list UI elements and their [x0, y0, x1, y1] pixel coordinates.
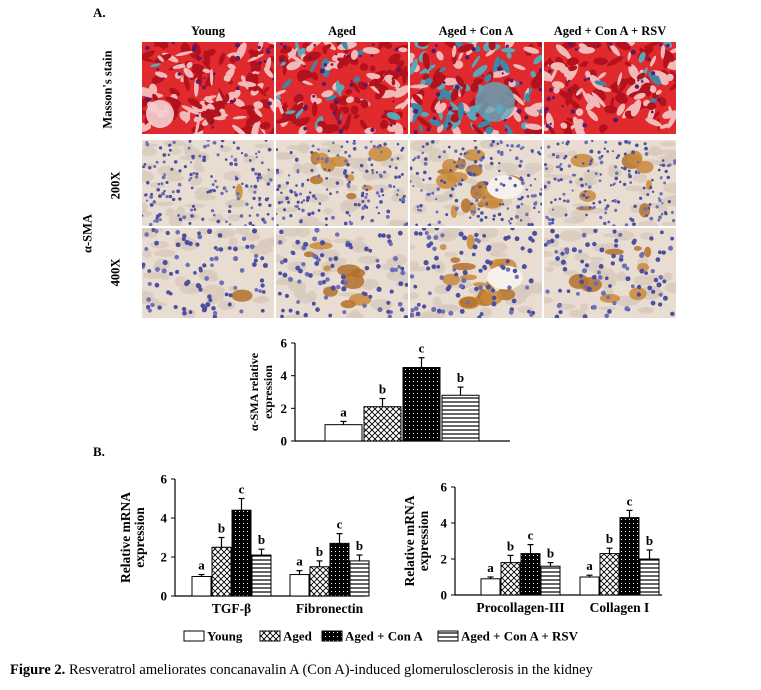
row-head-massons: Masson's stain [100, 50, 115, 129]
y-tick-label: 4 [161, 511, 168, 526]
y-tick-label: 0 [441, 588, 448, 603]
micrograph-asma-200x-aged-cona [410, 140, 542, 226]
y-tick-label: 4 [441, 516, 448, 531]
significance-letter: c [627, 493, 633, 508]
micrograph-massons-aged-cona-rsv [544, 42, 676, 134]
legend-label-2: Aged + Con A [345, 629, 423, 644]
legend-label-0: Young [207, 629, 243, 644]
micrograph-asma-400x-aged [276, 228, 408, 318]
micrograph-asma-400x-young [142, 228, 274, 318]
bar-aged-0 [211, 546, 232, 597]
bar-aged-0 [363, 406, 402, 442]
bar-young-1 [579, 576, 600, 596]
column-head-aged-cona: Aged + Con A [438, 24, 514, 38]
x-category-label: Collagen I [590, 600, 650, 615]
micrograph-asma-200x-aged-cona-rsv [544, 140, 676, 226]
legend-swatch-2 [321, 630, 343, 642]
figure-caption: Figure 2. Resveratrol ameliorates concan… [10, 662, 593, 679]
bar-aged-con-a-rsv-0 [441, 394, 480, 442]
significance-letter: a [296, 554, 303, 569]
significance-letter: c [337, 517, 343, 532]
bar-aged-1 [309, 566, 330, 597]
significance-letter: b [507, 538, 514, 553]
significance-letter: b [646, 533, 653, 548]
y-tick-label: 2 [161, 550, 168, 565]
chart-legend: Young Aged Aged + Con A Aged + Con A + RSV [183, 629, 579, 644]
legend-label-1: Aged [283, 629, 313, 644]
bar-aged-con-a-0 [402, 367, 441, 442]
micrograph-massons-aged-cona [410, 42, 542, 134]
y-axis-label: Relative mRNA [402, 495, 417, 586]
significance-letter: b [547, 546, 554, 561]
y-tick-label: 0 [161, 589, 168, 604]
caption-text: Resveratrol ameliorates concanavalin A (… [68, 662, 593, 678]
column-head-aged: Aged [328, 24, 356, 38]
bar-young-0 [191, 576, 212, 597]
y-tick-label: 6 [281, 336, 288, 351]
bar-aged-con-a-rsv-1 [349, 560, 370, 597]
micrograph-massons-young [142, 42, 274, 134]
micrograph-asma-400x-aged-cona [410, 228, 542, 318]
panel-a-label: A. [93, 5, 106, 20]
y-tick-label: 0 [281, 434, 288, 449]
significance-letter: a [487, 560, 494, 575]
bar-aged-con-a-0 [231, 509, 252, 597]
column-head-aged-cona-rsv: Aged + Con A + RSV [553, 24, 667, 38]
y-axis-label: Relative mRNA [118, 492, 133, 583]
y-tick-label: 2 [281, 401, 288, 416]
bar-young-0 [480, 578, 501, 596]
micrograph-massons-aged [276, 42, 408, 134]
bar-aged-con-a-1 [619, 517, 640, 596]
x-category-label: Fibronectin [296, 601, 364, 616]
significance-letter: b [218, 521, 225, 536]
y-axis-label: expression [416, 510, 431, 571]
bar-young-1 [289, 574, 310, 597]
bar-aged-0 [500, 562, 521, 596]
significance-letter: c [528, 528, 534, 543]
row-head-400x: 400X [108, 258, 123, 287]
significance-letter: b [606, 531, 613, 546]
x-category-label: Procollagen-III [476, 600, 564, 615]
row-head-200x: 200X [108, 171, 123, 200]
significance-letter: a [198, 558, 205, 573]
bar-aged-con-a-rsv-0 [251, 554, 272, 597]
y-tick-label: 2 [441, 552, 448, 567]
bar-aged-con-a-0 [520, 553, 541, 596]
bar-aged-1 [599, 553, 620, 596]
significance-letter: b [258, 532, 265, 547]
panel-b-label: B. [93, 444, 105, 459]
y-axis-label: expression [132, 507, 147, 568]
significance-letter: c [419, 341, 425, 356]
significance-letter: b [457, 370, 464, 385]
row-head-asma: α-SMA [80, 214, 95, 253]
legend-swatch-0 [183, 630, 205, 642]
micrograph-asma-200x-young [142, 140, 274, 226]
significance-letter: c [239, 482, 245, 497]
micrograph-asma-200x-aged [276, 140, 408, 226]
micrograph-asma-400x-aged-cona-rsv [544, 228, 676, 318]
legend-swatch-1 [259, 630, 281, 642]
y-tick-label: 4 [281, 368, 288, 383]
bar-young-0 [324, 424, 363, 442]
bar-aged-con-a-1 [329, 542, 350, 597]
legend-swatch-3 [437, 630, 459, 642]
y-axis-label: expression [261, 365, 275, 419]
column-head-young: Young [190, 24, 226, 38]
y-tick-label: 6 [161, 472, 168, 487]
significance-letter: b [379, 382, 386, 397]
bar-aged-con-a-rsv-0 [540, 565, 561, 596]
significance-letter: a [586, 558, 593, 573]
significance-letter: b [356, 538, 363, 553]
bar-aged-con-a-rsv-1 [639, 558, 660, 596]
significance-letter: a [340, 404, 347, 419]
caption-label: Figure 2. [10, 662, 66, 678]
y-axis-label: α-SMA relative [247, 352, 261, 431]
asma-bar-chart: 0 2 4 6 α-SMA relative expression a b c b [247, 336, 510, 449]
y-tick-label: 6 [441, 480, 448, 495]
significance-letter: b [316, 544, 323, 559]
legend-label-3: Aged + Con A + RSV [461, 629, 579, 644]
x-category-label: TGF-β [212, 601, 251, 616]
